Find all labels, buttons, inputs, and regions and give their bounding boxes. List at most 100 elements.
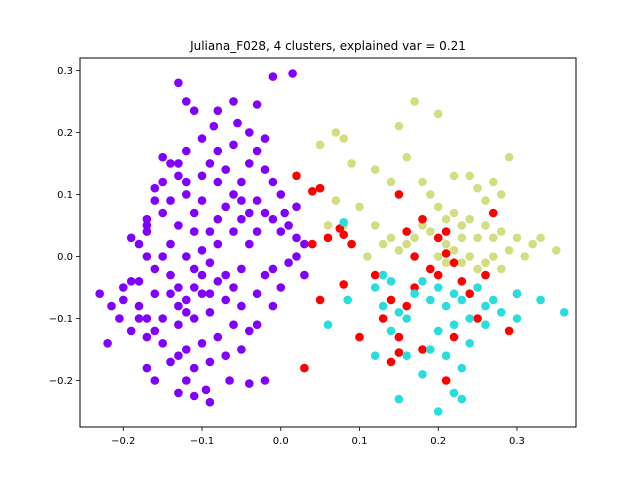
cluster-1-point-118: [174, 301, 183, 311]
cluster-1-point-93: [142, 252, 152, 261]
cluster-1-point-65: [221, 270, 230, 280]
cluster-2-point-36: [402, 239, 412, 249]
cluster-2-points: [315, 97, 561, 274]
cluster-1-point-42: [213, 177, 223, 187]
cluster-1-point-88: [205, 357, 215, 367]
cluster-4-point-11: [402, 351, 412, 361]
cluster-1-point-119: [166, 289, 175, 299]
cluster-4-point-39: [465, 339, 475, 348]
cluster-1-point-39: [189, 208, 199, 218]
cluster-1-point-84: [268, 301, 278, 311]
cluster-3-point-8: [394, 190, 404, 199]
cluster-1-point-81: [260, 270, 270, 280]
cluster-2-point-47: [473, 233, 482, 243]
cluster-2-point-24: [520, 252, 530, 261]
cluster-2-point-55: [355, 202, 364, 212]
cluster-1-point-47: [252, 146, 262, 156]
cluster-1-point-23: [174, 388, 183, 398]
cluster-1-point-6: [209, 121, 219, 131]
cluster-4-point-7: [394, 308, 404, 317]
cluster-1-point-112: [221, 295, 230, 305]
y-tick-label: 0.1: [57, 190, 73, 201]
y-axis: −0.2 −0.1 0.0 0.1 0.2 0.3: [49, 66, 80, 387]
cluster-2-point-39: [378, 239, 388, 249]
cluster-1-point-9: [182, 97, 191, 106]
cluster-2-point-34: [481, 258, 490, 268]
cluster-1-point-108: [252, 227, 262, 236]
cluster-3-point-13: [449, 258, 459, 268]
cluster-1-point-104: [205, 227, 215, 236]
cluster-1-point-105: [197, 196, 207, 205]
cluster-1-point-56: [276, 190, 286, 199]
cluster-3-point-1: [308, 187, 317, 196]
cluster-1-point-2: [288, 69, 297, 78]
cluster-1-point-48: [260, 165, 270, 174]
cluster-1-point-54: [245, 128, 254, 137]
cluster-1-point-94: [134, 301, 144, 311]
cluster-1-point-51: [213, 146, 223, 156]
cluster-1-point-111: [229, 283, 238, 292]
cluster-1-point-8: [252, 100, 262, 109]
y-tick-label: 0.3: [57, 66, 73, 77]
cluster-2-point-25: [528, 239, 537, 249]
cluster-3-point-22: [394, 332, 404, 342]
cluster-3-point-37: [370, 270, 380, 280]
cluster-2-point-19: [481, 221, 490, 230]
cluster-3-point-39: [441, 227, 451, 236]
cluster-1-point-131: [174, 159, 183, 168]
cluster-2-point-5: [315, 140, 325, 150]
cluster-1-point-137: [119, 283, 128, 292]
cluster-1-point-123: [292, 233, 301, 243]
cluster-2-point-31: [457, 258, 467, 268]
cluster-1-point-66: [174, 283, 183, 292]
cluster-1-point-20: [142, 363, 152, 373]
cluster-1-points: [95, 69, 309, 407]
x-tick-label: 0.3: [509, 436, 525, 447]
cluster-3-point-14: [426, 264, 435, 274]
cluster-1-point-61: [189, 264, 199, 274]
cluster-1-point-117: [182, 308, 191, 317]
cluster-1-point-122: [284, 258, 293, 268]
cluster-1-point-125: [268, 214, 278, 224]
cluster-4-point-8: [402, 314, 412, 323]
cluster-1-point-10: [95, 289, 104, 299]
cluster-1-point-44: [229, 190, 238, 199]
cluster-1-point-126: [300, 270, 309, 280]
cluster-2-point-26: [536, 233, 545, 243]
cluster-1-point-64: [213, 239, 223, 249]
cluster-2-point-37: [394, 246, 404, 255]
cluster-1-point-15: [126, 233, 136, 243]
cluster-1-point-91: [158, 252, 167, 261]
cluster-4-point-36: [481, 320, 490, 330]
cluster-3-point-19: [402, 301, 412, 311]
cluster-4-points: [323, 218, 569, 416]
cluster-3-point-20: [386, 295, 396, 305]
cluster-2-point-3: [331, 128, 341, 137]
cluster-2-point-4: [339, 134, 349, 143]
cluster-1-point-12: [115, 314, 124, 323]
cluster-1-point-71: [189, 314, 199, 323]
cluster-4-point-10: [370, 351, 380, 361]
cluster-1-point-82: [268, 264, 278, 274]
cluster-1-point-58: [292, 202, 301, 212]
cluster-1-point-32: [174, 171, 183, 181]
cluster-3-point-24: [394, 348, 404, 357]
cluster-4-point-30: [426, 295, 435, 305]
cluster-1-point-85: [252, 320, 262, 330]
cluster-1-point-76: [182, 345, 191, 354]
cluster-3-point-11: [433, 233, 443, 243]
cluster-3-point-15: [433, 270, 443, 280]
cluster-1-point-50: [229, 140, 238, 150]
cluster-1-point-138: [134, 314, 144, 323]
cluster-4-point-29: [559, 308, 569, 317]
cluster-2-point-27: [552, 246, 561, 255]
cluster-1-point-26: [189, 391, 199, 401]
cluster-1-point-7: [233, 118, 242, 128]
cluster-4-point-26: [512, 289, 522, 299]
chart-title: Juliana_F028, 4 clusters, explained var …: [189, 39, 466, 53]
cluster-1-point-75: [197, 339, 207, 348]
cluster-4-point-33: [449, 289, 459, 299]
cluster-4-point-27: [512, 314, 522, 323]
cluster-1-point-3: [213, 106, 223, 115]
